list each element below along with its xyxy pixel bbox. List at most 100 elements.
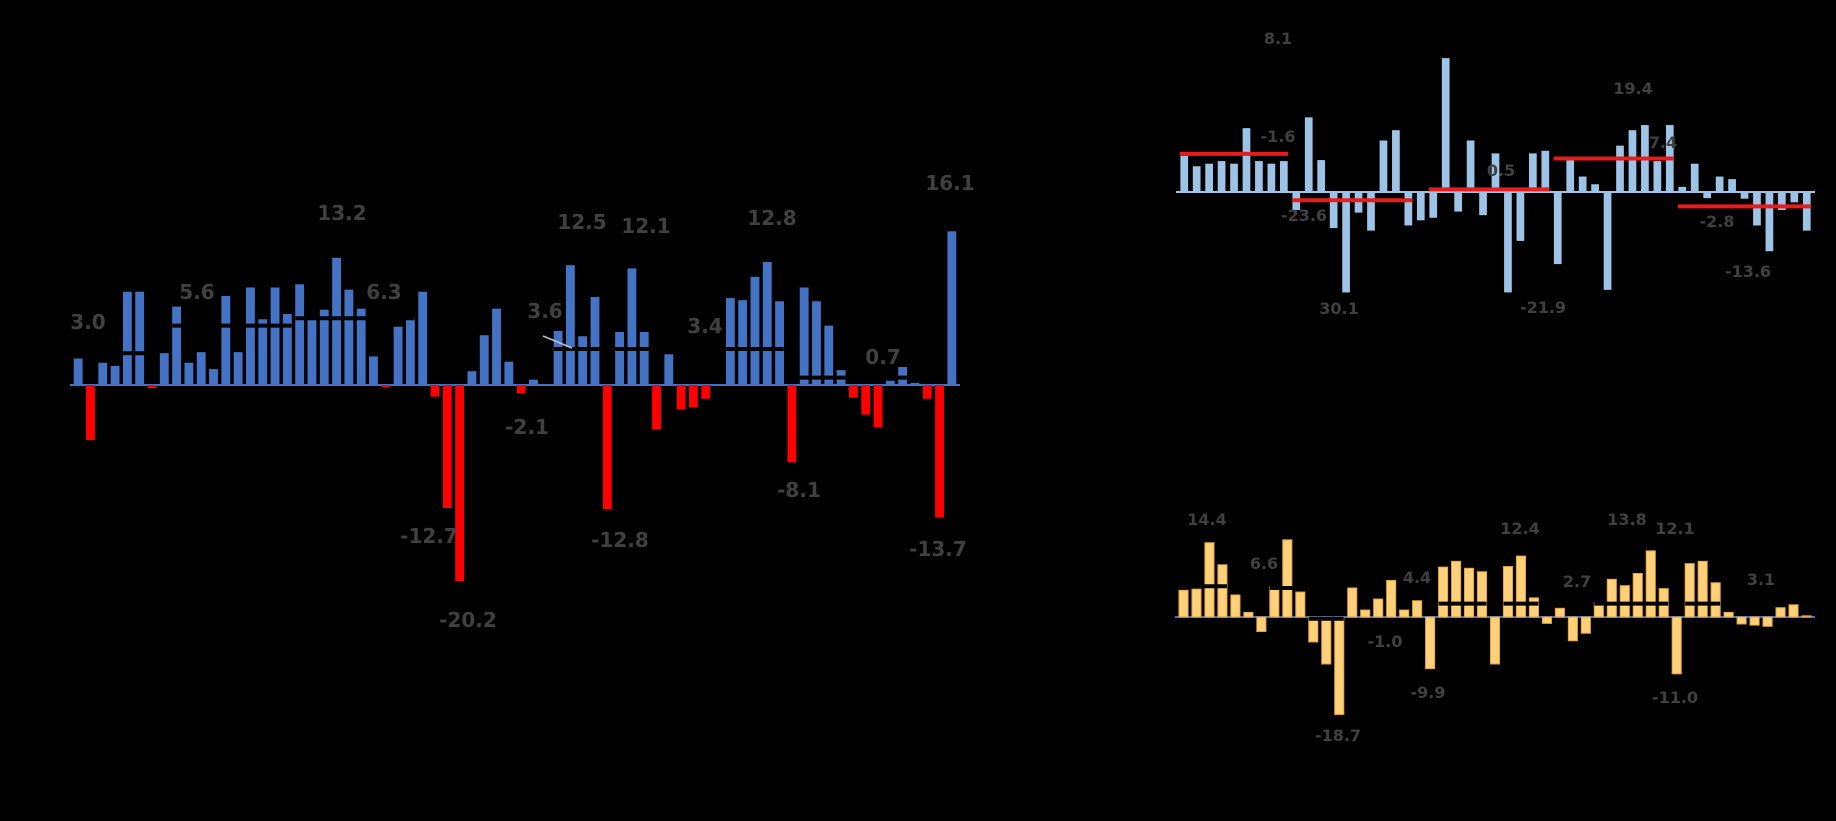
bar	[1399, 609, 1410, 618]
bar	[1321, 616, 1332, 665]
data-label: -18.7	[1315, 726, 1361, 745]
bar	[1554, 607, 1565, 618]
bar	[664, 354, 674, 385]
bar	[1710, 582, 1721, 618]
bar	[1502, 566, 1514, 618]
bar	[1392, 130, 1400, 192]
bar	[1191, 588, 1202, 618]
bar	[1429, 192, 1438, 218]
bar	[1516, 192, 1525, 241]
data-label: 5.6	[179, 280, 214, 304]
bar	[1567, 616, 1578, 642]
bar	[1528, 153, 1537, 193]
bar	[319, 309, 329, 385]
bar	[652, 385, 661, 430]
bar	[344, 289, 354, 385]
bar	[1528, 597, 1539, 618]
bar	[1295, 591, 1306, 618]
bar	[1243, 611, 1254, 618]
bar	[258, 319, 268, 385]
data-label: -2.8	[1700, 212, 1735, 231]
bar	[1580, 616, 1591, 634]
bar	[1740, 192, 1749, 199]
data-label: 13.2	[317, 201, 366, 225]
bar	[1205, 163, 1213, 193]
bar	[147, 385, 157, 389]
bar	[209, 369, 218, 385]
bar	[135, 291, 145, 385]
data-label: 12.5	[557, 210, 606, 234]
bar	[1515, 555, 1527, 618]
bar	[1645, 550, 1656, 618]
data-label: -13.7	[909, 537, 967, 561]
bar	[1342, 192, 1350, 293]
data-label: 16.1	[925, 171, 974, 195]
bar	[935, 385, 944, 518]
bar	[1606, 578, 1617, 618]
bar	[1591, 184, 1599, 193]
bar	[1778, 192, 1786, 211]
bar	[442, 385, 452, 508]
bar	[1334, 616, 1345, 715]
bar	[1678, 186, 1687, 192]
bar	[725, 298, 735, 385]
bar	[541, 385, 551, 386]
bar	[1279, 161, 1288, 192]
bar	[86, 385, 95, 441]
bar	[98, 362, 108, 385]
bar	[947, 231, 957, 385]
bar	[529, 379, 538, 385]
data-label: 3.1	[1747, 570, 1775, 589]
bar	[1703, 192, 1712, 199]
data-label: -8.1	[777, 478, 821, 502]
bar	[1304, 117, 1313, 192]
data-label: 14.4	[1187, 510, 1226, 529]
bar	[1317, 160, 1326, 192]
bar	[492, 308, 501, 385]
data-label: 6.3	[366, 280, 401, 304]
bar	[246, 287, 255, 385]
bar	[356, 308, 366, 385]
data-label: -1.0	[1368, 632, 1403, 651]
bar	[1347, 587, 1358, 618]
top-right-bar-chart: 8.1 -1.6 -23.6 30.1 0.5 -21.9 19.4 7.4 -2.8 -13.6	[1176, 29, 1815, 318]
bar	[799, 287, 809, 385]
bar	[861, 385, 871, 415]
data-label: -13.6	[1725, 262, 1771, 281]
bar	[393, 326, 403, 385]
bar	[1749, 616, 1760, 626]
bar	[1566, 158, 1575, 193]
bar	[479, 335, 489, 385]
bar	[1736, 616, 1747, 625]
bar	[1217, 564, 1228, 618]
data-label: -12.8	[591, 528, 649, 552]
bar	[1354, 192, 1363, 213]
bar	[750, 276, 760, 385]
bar	[1373, 598, 1384, 618]
bar	[1715, 176, 1724, 192]
bar	[307, 319, 317, 385]
bar	[1367, 192, 1375, 231]
bar	[578, 336, 588, 385]
bar	[1616, 145, 1624, 192]
bar	[565, 265, 575, 385]
bar	[1489, 616, 1501, 665]
bar	[1180, 155, 1189, 192]
bar	[1404, 192, 1413, 226]
bar	[1441, 58, 1450, 192]
bar	[1628, 130, 1637, 192]
data-label: 12.1	[621, 214, 670, 238]
data-label: -12.7	[400, 524, 458, 548]
bar	[516, 385, 526, 394]
bar	[787, 385, 797, 463]
bar	[1256, 616, 1267, 632]
bar	[812, 301, 821, 385]
bar	[1267, 163, 1276, 193]
bar	[1230, 594, 1241, 618]
data-label: 2.7	[1563, 572, 1591, 591]
bar	[1603, 192, 1612, 290]
data-label: -9.9	[1411, 683, 1446, 702]
bar	[713, 385, 723, 386]
bar	[1360, 609, 1371, 618]
